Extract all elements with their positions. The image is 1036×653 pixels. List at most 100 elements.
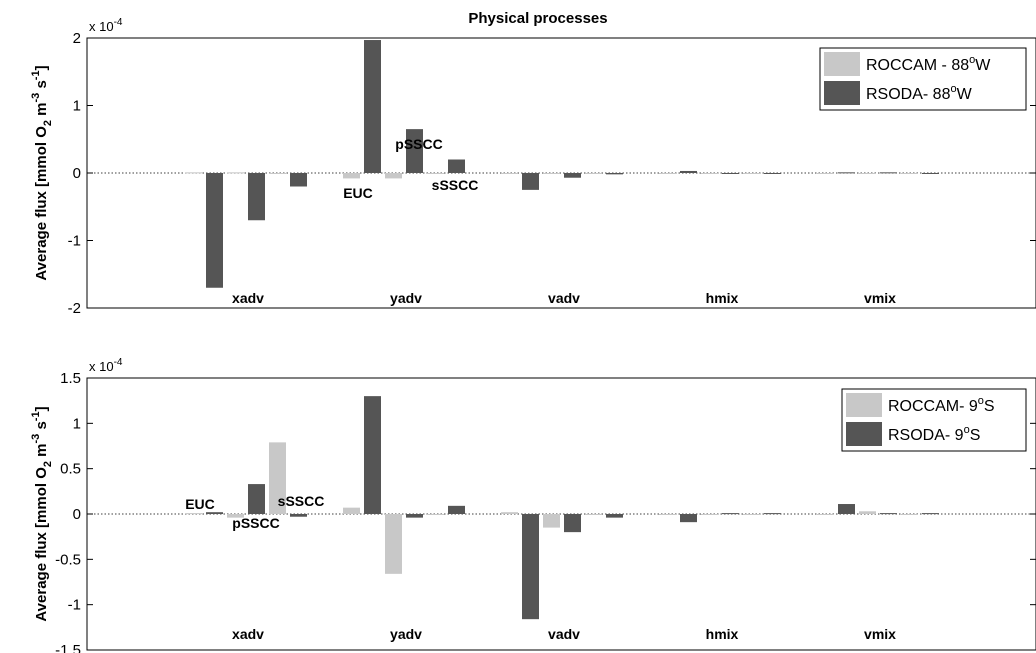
bar-dark	[448, 505, 465, 514]
chart-title: Physical processes	[468, 10, 607, 27]
bar-dark	[680, 514, 697, 523]
bar-dark	[290, 514, 307, 517]
category-label: hmix	[706, 290, 739, 306]
bar-dark	[448, 159, 465, 173]
bar-light	[343, 173, 360, 179]
bar-light	[817, 514, 834, 515]
process-label: sSSCC	[432, 177, 479, 193]
bar-dark	[364, 396, 381, 514]
legend-swatch	[846, 422, 882, 446]
bar-dark	[406, 129, 423, 173]
ytick-label: 0	[73, 165, 81, 182]
bar-light	[185, 172, 202, 174]
bar-dark	[838, 504, 855, 514]
bar-light	[701, 514, 718, 515]
ytick-label: 0.5	[60, 461, 81, 478]
category-label: vmix	[864, 290, 896, 306]
ytick-label: 1	[73, 415, 81, 432]
bar-dark	[290, 173, 307, 187]
bar-dark	[206, 512, 223, 514]
legend-entry: RSODA- 9oS	[888, 424, 980, 444]
process-label: sSSCC	[278, 493, 325, 509]
bar-dark	[922, 173, 939, 174]
bar-light	[743, 173, 760, 174]
bar-light	[659, 514, 676, 515]
ytick-label: 1.5	[60, 370, 81, 387]
bar-light	[385, 173, 402, 179]
scale-factor: x 10-4	[89, 17, 123, 34]
legend-swatch	[824, 81, 860, 105]
bar-dark	[606, 173, 623, 175]
process-label: EUC	[185, 496, 215, 512]
ytick-label: -1	[68, 233, 81, 250]
bar-dark	[764, 173, 781, 174]
category-label: vadv	[548, 290, 580, 306]
ytick-label: -1.5	[55, 642, 81, 653]
category-label: vadv	[548, 626, 580, 642]
category-label: xadv	[232, 626, 264, 642]
bar-light	[501, 512, 518, 514]
bar-light	[269, 173, 286, 174]
bar-light	[385, 514, 402, 574]
bar-dark	[522, 514, 539, 620]
bar-light	[901, 173, 918, 174]
bar-dark	[248, 484, 265, 514]
bar-light	[543, 514, 560, 528]
legend-entry: ROCCAM - 88oW	[866, 54, 991, 74]
ytick-label: 1	[73, 98, 81, 115]
process-label: EUC	[343, 185, 373, 201]
bar-light	[501, 173, 518, 174]
bar-dark	[364, 40, 381, 174]
bar-light	[269, 442, 286, 514]
bar-light	[659, 173, 676, 174]
bar-dark	[522, 173, 539, 190]
bar-light	[901, 514, 918, 515]
bottom-panel: xadv yadv vadv hmix vmix EUC pSSCC sSSCC -1.5 -1 -…	[30, 357, 1036, 653]
bar-light	[859, 173, 876, 174]
bar-light	[343, 507, 360, 514]
y-axis-label: Average flux [mmol O2 m-3 s-1]	[30, 406, 54, 621]
category-label: yadv	[390, 626, 422, 642]
process-label: pSSCC	[395, 136, 442, 152]
category-label: hmix	[706, 626, 739, 642]
bar-dark	[880, 513, 897, 515]
bar-light	[817, 173, 834, 174]
bar-light	[701, 173, 718, 174]
scale-factor: x 10-4	[89, 357, 123, 374]
ytick-label: -0.5	[55, 551, 81, 568]
bar-light	[543, 173, 560, 174]
bar-dark	[764, 513, 781, 515]
bar-dark	[722, 513, 739, 515]
bar-dark	[880, 172, 897, 174]
ytick-label: 2	[73, 30, 81, 47]
bar-light	[585, 173, 602, 174]
y-axis-label: Average flux [mmol O2 m-3 s-1]	[30, 65, 54, 280]
bar-dark	[680, 170, 697, 173]
legend-entry: ROCCAM- 9oS	[888, 395, 995, 415]
bar-dark	[922, 513, 939, 515]
top-panel: xadv yadv vadv hmix vmix EUC pSSCC sSSCC -2 -1 0 1 2…	[30, 17, 1036, 317]
legend-swatch	[824, 52, 860, 76]
bar-dark	[838, 172, 855, 174]
bar-dark	[564, 173, 581, 178]
bar-dark	[722, 173, 739, 174]
bar-light	[427, 173, 444, 174]
category-label: yadv	[390, 290, 422, 306]
bar-light	[427, 514, 444, 515]
bar-dark	[406, 514, 423, 518]
bar-light	[227, 172, 244, 174]
ytick-label: 0	[73, 506, 81, 523]
bar-light	[743, 514, 760, 515]
ytick-label: -2	[68, 300, 81, 317]
bar-dark	[564, 514, 581, 533]
bar-light	[859, 511, 876, 514]
bar-dark	[206, 173, 223, 288]
bar-dark	[248, 173, 265, 221]
category-label: xadv	[232, 290, 264, 306]
legend-swatch	[846, 393, 882, 417]
bar-light	[585, 514, 602, 515]
category-label: vmix	[864, 626, 896, 642]
process-label: pSSCC	[232, 515, 279, 531]
bar-dark	[606, 514, 623, 518]
